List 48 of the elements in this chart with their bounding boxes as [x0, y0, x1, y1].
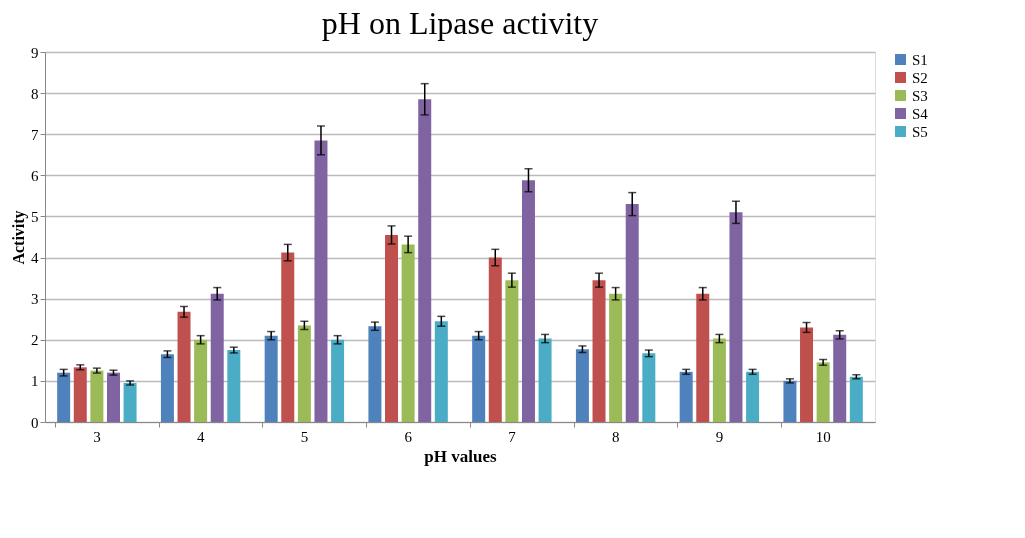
bar — [783, 380, 797, 422]
bar — [696, 293, 710, 422]
x-tick-label: 9 — [715, 428, 724, 445]
y-tick-label: 7 — [31, 126, 39, 143]
bar — [625, 204, 639, 422]
bar — [434, 321, 448, 422]
bar — [849, 376, 863, 422]
bar — [210, 293, 224, 422]
bar — [401, 244, 415, 422]
y-tick-label: 4 — [31, 250, 39, 267]
x-axis-title: pH values — [424, 446, 498, 466]
y-tick-label: 6 — [31, 167, 39, 184]
legend-label: S4 — [912, 105, 929, 122]
bar — [729, 212, 743, 422]
y-tick-label: 0 — [31, 414, 39, 431]
legend-label: S5 — [912, 123, 928, 140]
legend-label: S1 — [912, 51, 928, 68]
bar — [281, 252, 295, 422]
y-tick-label: 5 — [31, 208, 39, 225]
bar — [800, 327, 814, 422]
x-tick-label: 10 — [815, 428, 831, 445]
legend-label: S3 — [912, 87, 928, 104]
y-tick-label: 1 — [31, 373, 39, 390]
y-tick-label: 9 — [31, 44, 39, 61]
y-tick-label: 2 — [31, 332, 39, 349]
bar — [609, 293, 623, 422]
bar — [177, 311, 191, 422]
y-tick-label: 8 — [31, 85, 39, 102]
bar — [505, 280, 519, 422]
bar — [521, 180, 535, 422]
x-tick-label: 3 — [93, 428, 101, 445]
chart-title: pH on Lipase activity — [321, 5, 599, 41]
bar — [368, 326, 382, 422]
bar — [314, 140, 328, 422]
legend-label: S2 — [912, 69, 928, 86]
x-tick-label: 7 — [508, 428, 517, 445]
bar — [385, 234, 399, 422]
y-tick-label: 3 — [31, 291, 39, 308]
x-tick-label: 6 — [404, 428, 413, 445]
bar — [418, 99, 432, 422]
x-tick-label: 5 — [300, 428, 309, 445]
x-tick-label: 4 — [196, 428, 205, 445]
x-tick-label: 8 — [611, 428, 620, 445]
bar — [592, 280, 606, 422]
bar — [123, 382, 137, 422]
bar — [488, 257, 502, 422]
y-axis-title: Activity — [10, 210, 28, 265]
bar — [297, 325, 311, 422]
